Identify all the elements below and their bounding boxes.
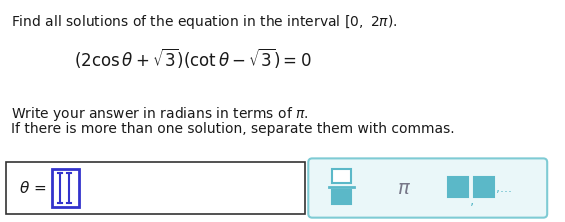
Text: Find all solutions of the equation in the interval $\left[0,\ 2\pi\right)$.: Find all solutions of the equation in th…	[11, 13, 398, 31]
Bar	[448, 177, 468, 197]
Bar	[332, 169, 351, 183]
Bar	[6, 162, 305, 214]
Text: $\theta$ =: $\theta$ =	[19, 180, 46, 196]
Text: $\left(2\cos\theta+\sqrt{3}\right)\left(\cot\theta-\sqrt{3}\right)=0$: $\left(2\cos\theta+\sqrt{3}\right)\left(…	[74, 46, 312, 70]
FancyBboxPatch shape	[308, 159, 547, 218]
Bar	[332, 190, 351, 204]
Bar	[475, 177, 494, 197]
Text: If there is more than one solution, separate them with commas.: If there is more than one solution, sepa…	[11, 122, 455, 136]
Text: Write your answer in radians in terms of $\pi$.: Write your answer in radians in terms of…	[11, 105, 308, 123]
Text: ,: ,	[470, 193, 474, 207]
Text: $\pi$: $\pi$	[397, 178, 411, 198]
Text: ,...: ,...	[496, 182, 512, 194]
Bar	[52, 169, 79, 207]
